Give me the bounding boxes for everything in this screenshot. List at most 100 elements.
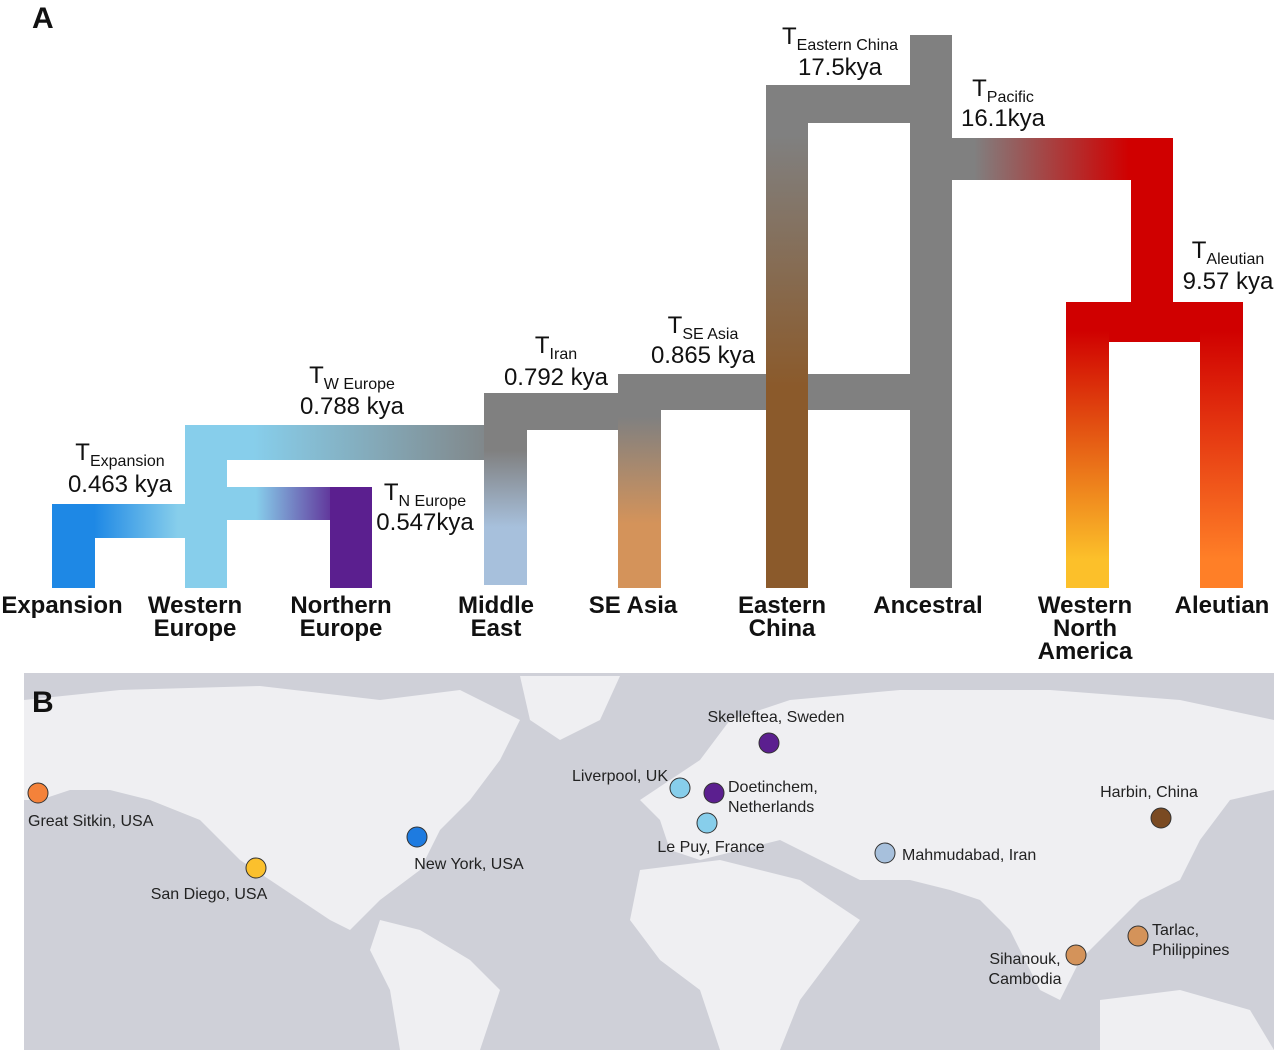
location-dot: [696, 812, 718, 834]
land: [640, 690, 1274, 1000]
tip-label-line: Aleutian: [1175, 592, 1270, 619]
branch: [1066, 302, 1109, 588]
branch: [910, 35, 952, 588]
land: [24, 686, 520, 930]
location-label-line: Tarlac,: [1152, 922, 1199, 939]
location-dot: [1150, 807, 1172, 829]
split-time: 0.788 kya: [300, 393, 405, 420]
tip-label-line: North: [1053, 615, 1117, 642]
tip-label-line: Europe: [300, 615, 383, 642]
tip-label: Expansion: [1, 592, 122, 619]
location-dot: [406, 826, 428, 848]
tip-label-line: Expansion: [1, 592, 122, 619]
location-label-line: Harbin, China: [1100, 784, 1198, 801]
tip-label: Western North America: [1038, 592, 1133, 665]
branch: [766, 85, 808, 588]
split-symbol-letter: T: [668, 312, 683, 339]
location-dot: [1127, 925, 1149, 947]
location-label-line: Sihanouk,: [989, 951, 1060, 968]
location-label-line: Mahmudabad, Iran: [902, 847, 1036, 864]
location-dot: [703, 782, 725, 804]
split-time: 16.1kya: [961, 105, 1046, 132]
branch: [52, 504, 192, 538]
panel-label: B: [32, 686, 54, 719]
tip-label: Ancestral: [873, 592, 982, 619]
tip-label-line: SE Asia: [589, 592, 678, 619]
branch: [1200, 302, 1243, 588]
location-dot: [27, 782, 49, 804]
tip-label: Aleutian: [1175, 592, 1270, 619]
tip-label-line: Ancestral: [873, 592, 982, 619]
branch: [618, 374, 661, 588]
location-label: Harbin, China: [1100, 784, 1198, 801]
split-subscript: Aleutian: [1206, 251, 1264, 268]
branch: [484, 393, 527, 585]
land: [630, 860, 860, 1050]
tip-label-line: Middle: [458, 592, 534, 619]
location-label-line: New York, USA: [414, 856, 524, 873]
split-symbol: TN Europe: [384, 479, 466, 510]
location-dot: [669, 777, 691, 799]
tip-label-line: Western: [148, 592, 242, 619]
tip-label-line: Western: [1038, 592, 1132, 619]
split-subscript: W Europe: [324, 376, 395, 393]
location-label: New York, USA: [414, 856, 524, 873]
split-time: 17.5kya: [798, 54, 883, 81]
split-subscript: Expansion: [90, 453, 165, 470]
split-subscript: Iran: [550, 346, 578, 363]
split-time: 0.792 kya: [504, 364, 609, 391]
split-symbol-letter: T: [972, 75, 987, 102]
split-symbol: TAleutian: [1192, 237, 1265, 268]
tip-label-line: America: [1038, 638, 1133, 665]
split-subscript: N Europe: [399, 493, 467, 510]
tip-label: Middle East: [458, 592, 534, 642]
branch: [1131, 138, 1173, 304]
split-symbol: TIran: [535, 332, 577, 363]
tip-label-line: China: [749, 615, 816, 642]
location-label: San Diego, USA: [151, 886, 268, 903]
location-dot: [245, 857, 267, 879]
branch: [618, 374, 910, 410]
location-label: Skelleftea, Sweden: [708, 709, 845, 726]
split-symbol: TSE Asia: [668, 312, 739, 343]
branch: [185, 425, 227, 588]
location-label: Sihanouk, Cambodia: [989, 951, 1062, 988]
branch: [185, 425, 527, 460]
location-label-line: Doetinchem,: [728, 779, 818, 796]
map: [24, 673, 1274, 1050]
split-symbol-letter: T: [75, 439, 90, 466]
tip-label: Western Europe: [148, 592, 242, 642]
location-label: Tarlac, Philippines: [1152, 922, 1229, 959]
tip-label: Eastern China: [738, 592, 826, 642]
location-label-line: Liverpool, UK: [572, 768, 668, 785]
location-label: Doetinchem, Netherlands: [728, 779, 818, 816]
split-subscript: Eastern China: [797, 37, 898, 54]
land: [1100, 990, 1274, 1050]
location-dot: [758, 732, 780, 754]
tree: [52, 35, 1243, 588]
split-symbol: TExpansion: [75, 439, 164, 470]
split-symbol-letter: T: [535, 332, 550, 359]
tip-label-line: Europe: [154, 615, 237, 642]
panel-label: A: [32, 2, 54, 35]
tip-label: SE Asia: [589, 592, 678, 619]
branch: [330, 487, 372, 588]
location-label-line: Le Puy, France: [657, 839, 764, 856]
split-time: 9.57 kya: [1183, 268, 1274, 295]
split-symbol-letter: T: [1192, 237, 1207, 264]
location-label-line: Cambodia: [989, 971, 1062, 988]
split-symbol-letter: T: [309, 362, 324, 389]
location-label: Liverpool, UK: [572, 768, 668, 785]
location-dot: [874, 842, 896, 864]
location-label: Le Puy, France: [657, 839, 764, 856]
location-label-line: Netherlands: [728, 799, 814, 816]
land: [520, 676, 620, 740]
location-dot: [1065, 944, 1087, 966]
tip-label-line: Northern: [290, 592, 391, 619]
split-symbol: TPacific: [972, 75, 1034, 106]
location-label-line: Skelleftea, Sweden: [708, 709, 845, 726]
split-symbol: TEastern China: [782, 23, 898, 54]
tip-label-line: Eastern: [738, 592, 826, 619]
